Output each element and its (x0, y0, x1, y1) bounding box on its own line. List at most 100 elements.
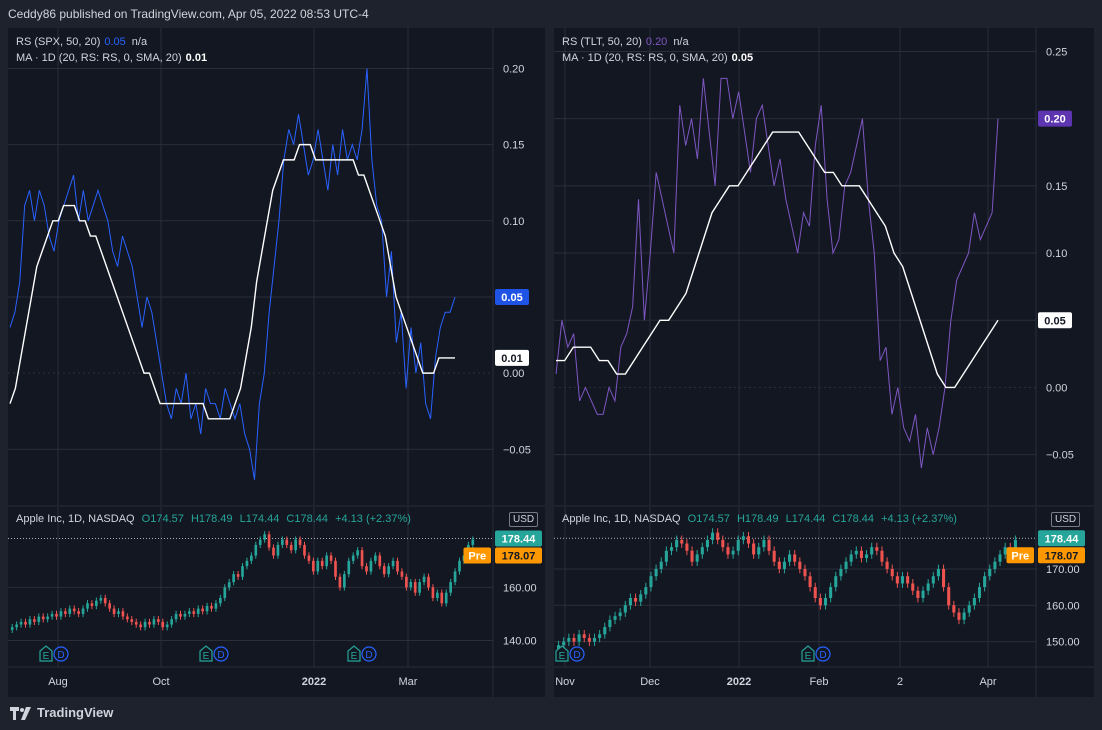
left-ma-value-badge: 0.01 (501, 353, 522, 365)
right-price-panel[interactable]: 170.00 160.00 150.00 Nov Dec 2022 Feb 2 Apr 178.4… (554, 507, 1094, 697)
left-rs-panel[interactable]: 0.20 0.15 0.10 0.05 0.00 −0.05 0.05 0.01 RS (SP… (8, 28, 545, 505)
left-candle (307, 555, 311, 561)
right-candle (931, 576, 935, 584)
tradingview-logo[interactable]: TradingView (10, 705, 113, 720)
right-candle (572, 637, 576, 642)
left-candle (232, 574, 235, 583)
left-candle (422, 576, 426, 583)
right-candle (711, 532, 715, 540)
left-currency-button[interactable]: USD (509, 512, 539, 527)
publish-header: Ceddy86 published on TradingView.com, Ap… (0, 0, 1102, 26)
left-candle (139, 624, 142, 628)
right-candle (829, 587, 833, 598)
right-candle (834, 576, 838, 588)
right-candle (916, 590, 920, 598)
right-candle (870, 547, 874, 555)
right-earnings-icon (801, 645, 815, 662)
left-candle (263, 534, 266, 540)
tradingview-brand: TradingView (37, 705, 114, 720)
left-ma-legend[interactable]: MA · 1D (20, RS: RS, 0, SMA, 20) 0.01 (16, 52, 207, 64)
left-candle (19, 621, 23, 625)
right-rs-y-tick: 0.00 (1046, 382, 1067, 394)
right-currency-button[interactable]: USD (1051, 512, 1081, 527)
right-candle (900, 576, 905, 584)
right-candle (664, 550, 668, 562)
left-price-legend[interactable]: Apple Inc, 1D, NASDAQ O174.57 H178.49 L1… (16, 513, 411, 525)
left-candle (64, 611, 67, 614)
right-candle (772, 550, 776, 562)
right-candle (998, 554, 1002, 562)
left-candle (33, 619, 36, 622)
right-x-tick: Apr (979, 676, 996, 688)
right-candle (839, 568, 843, 577)
left-candle (334, 560, 337, 577)
left-candle (165, 624, 169, 628)
left-candle (72, 608, 76, 612)
right-rs-panel[interactable]: 0.25 0.20 0.15 0.10 0.05 0.00 −0.05 0.20 0.05 RS… (554, 28, 1094, 505)
left-dividend-icon (53, 646, 69, 662)
left-pre-label: Pre (468, 550, 486, 562)
left-candle (103, 598, 107, 604)
left-price-high: H178.49 (190, 513, 233, 525)
left-price-panel[interactable]: 160.00 140.00 Aug Oct 2022 Mar 178.44 Pre 178.07… (8, 507, 545, 697)
left-candle (10, 627, 14, 630)
right-candle (926, 583, 930, 591)
right-candle (726, 547, 730, 555)
left-candle (250, 555, 253, 561)
right-candle (849, 554, 853, 562)
right-pre-price-badge: 178.07 (1045, 550, 1079, 562)
left-candle (126, 616, 129, 620)
left-candle (418, 582, 421, 593)
right-candle (736, 539, 740, 551)
left-candle (303, 544, 306, 556)
left-x-tick: Aug (48, 676, 68, 688)
left-price-chart: 160.00 140.00 Aug Oct 2022 Mar 178.44 Pre 178.07… (8, 507, 545, 697)
right-candle (582, 634, 586, 638)
left-candle (338, 576, 342, 588)
right-rs-y-tick: 0.10 (1046, 248, 1067, 260)
left-candle (409, 582, 413, 588)
left-pre-label-bg (463, 547, 491, 564)
right-candle (921, 590, 925, 598)
right-candle (623, 605, 627, 613)
left-candle (427, 576, 430, 588)
right-dividend-icon (815, 646, 831, 662)
right-ma-legend[interactable]: MA · 1D (20, RS: RS, 0, SMA, 20) 0.05 (562, 52, 753, 64)
left-price-change: +4.13 (+2.37%) (335, 513, 411, 525)
right-candle (798, 561, 802, 569)
left-candle (396, 560, 399, 572)
right-candle (972, 598, 976, 606)
left-candle (81, 608, 85, 614)
left-candle (15, 624, 18, 628)
right-ma-value-badge: 0.05 (1044, 315, 1065, 327)
left-candle (360, 550, 364, 567)
left-ma-value-badge-bg (495, 349, 529, 366)
right-price-legend[interactable]: Apple Inc, 1D, NASDAQ O174.57 H178.49 L1… (562, 513, 957, 525)
left-price-close: C178.44 (286, 513, 329, 525)
left-candle (267, 534, 271, 548)
left-rs-chart: 0.20 0.15 0.10 0.05 0.00 −0.05 0.05 0.01 (8, 28, 531, 505)
left-candle (405, 576, 408, 588)
right-candle (639, 594, 643, 602)
right-x-tick: 2022 (727, 676, 751, 688)
right-candle (562, 641, 566, 646)
left-rs-legend[interactable]: RS (SPX, 50, 20) 0.05 n/a (16, 36, 147, 48)
right-rs-legend[interactable]: RS (TLT, 50, 20) 0.20 n/a (562, 36, 689, 48)
left-candle (37, 616, 41, 622)
right-price-close: C178.44 (832, 513, 875, 525)
right-candle (705, 539, 709, 548)
right-pre-label: Pre (1011, 550, 1029, 562)
left-candle (152, 619, 156, 625)
left-pre-price-badge: 178.07 (502, 550, 536, 562)
left-dividend-label: D (217, 650, 224, 661)
left-candle (431, 587, 435, 598)
right-x-tick: Feb (810, 676, 829, 688)
left-candle (77, 611, 80, 614)
right-rs-value-badge-bg (1038, 110, 1072, 127)
right-candle (721, 539, 725, 548)
left-price-legend-label: Apple Inc, 1D, NASDAQ (16, 513, 135, 525)
left-dividend-label: D (57, 650, 64, 661)
left-ma-legend-label: MA · 1D (20, RS: RS, 0, SMA, 20) (16, 52, 182, 64)
left-candle (134, 621, 138, 625)
left-earnings-icon (39, 645, 53, 662)
